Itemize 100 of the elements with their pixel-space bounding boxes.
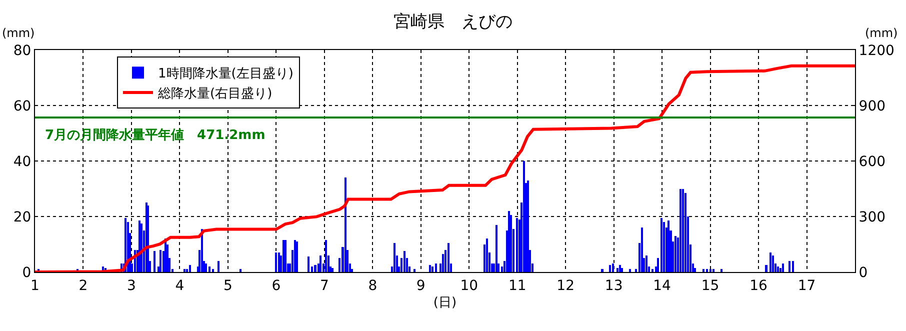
x-tick-label: 15 [701, 278, 720, 294]
x-tick-label: 6 [272, 278, 281, 294]
bar [314, 265, 316, 272]
bar [720, 269, 722, 272]
bar [164, 238, 167, 272]
bar [159, 250, 162, 272]
bar [526, 180, 529, 272]
bar [679, 188, 682, 272]
x-tick-label: 2 [78, 278, 88, 294]
bar [431, 266, 434, 272]
bar [447, 242, 450, 272]
bar [770, 252, 772, 272]
y-tick-label: 60 [13, 98, 32, 114]
bar [780, 268, 782, 272]
y2-tick-label: 600 [858, 154, 886, 170]
bar [516, 218, 518, 272]
bar [684, 192, 687, 272]
bar [307, 256, 310, 272]
ref-line-label: 7月の月間降水量平年値 471.2mm [45, 128, 266, 143]
x-tick-label: 7 [320, 278, 329, 294]
x-tick-label: 12 [556, 278, 575, 294]
bar [393, 242, 396, 272]
bar [621, 268, 624, 272]
chart-title: 宮崎県 えびの [394, 12, 512, 32]
bar [278, 252, 280, 272]
bar [674, 236, 677, 272]
bar [324, 240, 327, 272]
y2-tick-label: 900 [858, 98, 886, 114]
bar [709, 269, 712, 272]
x-tick-label: 5 [223, 278, 232, 294]
bar [294, 240, 296, 272]
bar [127, 222, 130, 272]
bar [619, 265, 622, 272]
bar [646, 255, 648, 272]
bar [344, 178, 347, 272]
line-series [35, 64, 855, 272]
bar [694, 268, 696, 272]
bar [296, 241, 298, 272]
bar [154, 251, 156, 272]
bar [629, 269, 632, 272]
bar [442, 254, 444, 272]
bar [667, 220, 670, 272]
bar [186, 269, 188, 272]
y2-tick-label: 300 [858, 209, 886, 226]
bar [508, 210, 510, 272]
bar [434, 264, 437, 272]
bar [523, 161, 526, 272]
bar [651, 269, 654, 272]
y2-tick-label: 1200 [858, 42, 894, 59]
y-tick-label: 40 [13, 154, 32, 170]
bar [486, 238, 488, 272]
bar [205, 264, 208, 272]
bar [765, 265, 768, 272]
bar [320, 255, 322, 272]
y-axis-title: (mm) [2, 26, 35, 40]
x-tick-label: 4 [175, 278, 184, 294]
x-tick-label: 16 [750, 278, 768, 294]
bar [217, 260, 220, 272]
bar [208, 266, 211, 272]
y-tick-label: 80 [13, 42, 32, 59]
bar [284, 240, 286, 272]
legend-label: 1時間降水量(左目盛り) [158, 66, 294, 82]
bar [601, 269, 604, 272]
bar [510, 215, 512, 272]
legend-label: 総降水量(右目盛り) [157, 86, 272, 102]
bar [772, 255, 774, 272]
bar [140, 223, 143, 272]
x-tick-label: 8 [368, 278, 378, 294]
bar [660, 218, 663, 272]
bar [275, 252, 278, 272]
y2-axis-title: (mm) [865, 26, 898, 40]
bar [640, 228, 643, 272]
bar [332, 268, 334, 272]
x-tick-label: 9 [416, 278, 426, 294]
bar [184, 269, 186, 272]
bar [496, 224, 498, 272]
x-tick-label: 17 [798, 278, 816, 294]
bar [188, 265, 191, 272]
x-tick-label: 10 [460, 278, 478, 294]
x-tick-label: 14 [653, 278, 672, 294]
bar [702, 269, 705, 272]
bar [239, 269, 242, 272]
bar [682, 188, 684, 272]
y-tick-label: 0 [22, 264, 32, 281]
bar [788, 260, 790, 272]
y2-tick-label: 0 [858, 264, 868, 281]
bar [776, 266, 779, 272]
y-tick-label: 20 [13, 209, 32, 226]
bar [616, 268, 619, 272]
x-tick-label: 13 [604, 278, 623, 294]
bar [782, 264, 784, 272]
bar [662, 222, 665, 272]
x-axis-title: (日) [433, 295, 457, 310]
bar [608, 265, 611, 272]
bar [282, 240, 284, 272]
x-tick-label: 1 [30, 278, 40, 294]
bar [712, 269, 715, 272]
bar [792, 260, 794, 272]
bar [612, 264, 614, 272]
bar [414, 269, 416, 272]
